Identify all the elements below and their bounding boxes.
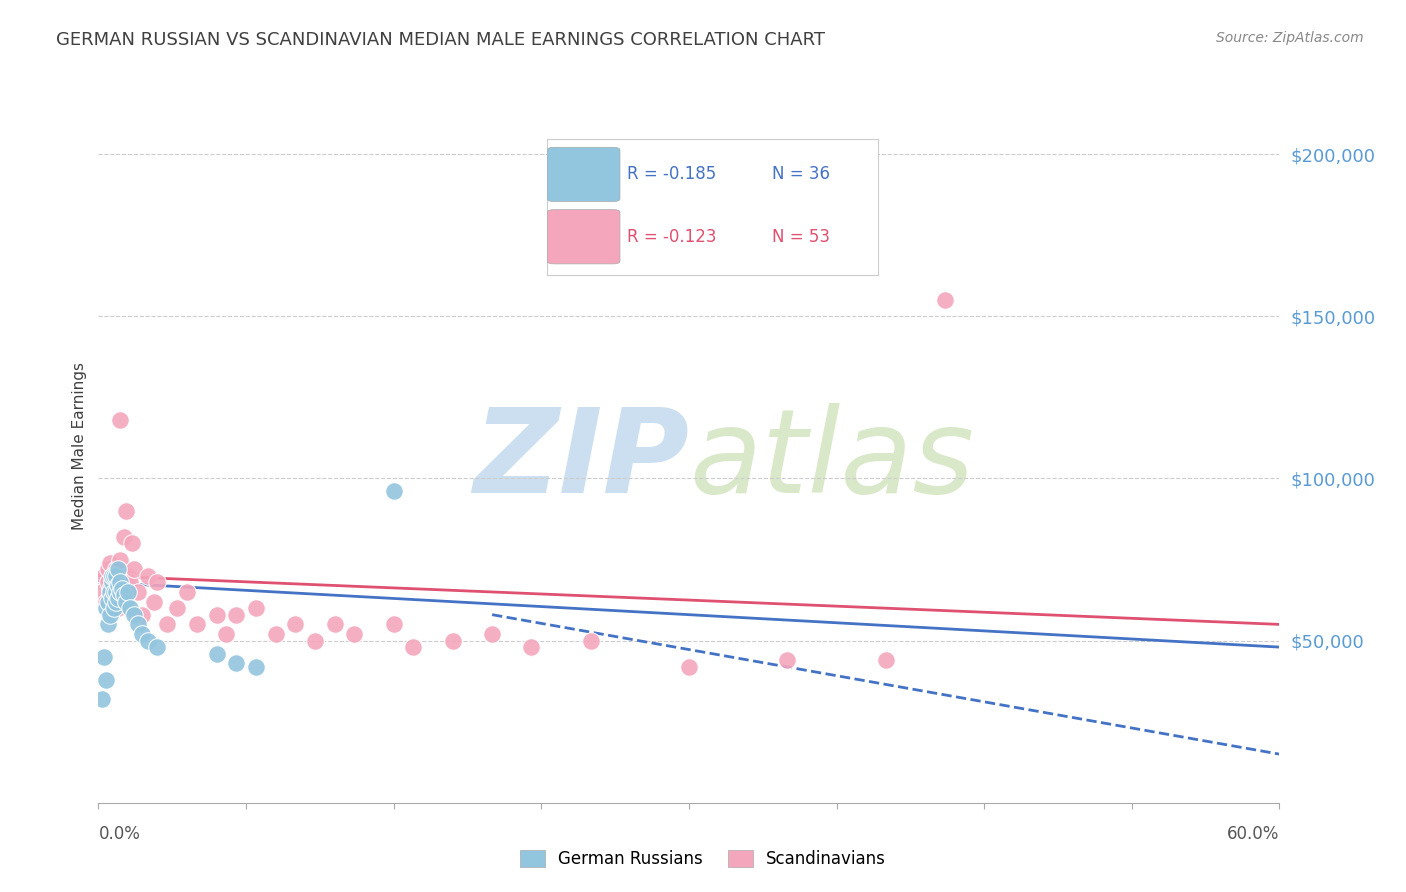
Point bbox=[122, 607, 145, 622]
Point bbox=[101, 575, 124, 590]
Point bbox=[101, 601, 124, 615]
Point bbox=[96, 673, 118, 687]
Point bbox=[97, 595, 120, 609]
Point bbox=[166, 601, 188, 615]
Point bbox=[105, 585, 128, 599]
Point bbox=[103, 568, 125, 582]
Point bbox=[103, 585, 125, 599]
Point bbox=[115, 504, 138, 518]
Point bbox=[107, 562, 129, 576]
Point bbox=[215, 627, 238, 641]
Point bbox=[108, 575, 131, 590]
Point bbox=[127, 617, 149, 632]
Point bbox=[107, 591, 129, 606]
Point bbox=[105, 595, 128, 609]
Point bbox=[103, 595, 125, 609]
Point bbox=[934, 293, 956, 307]
Point bbox=[98, 585, 121, 599]
Point bbox=[343, 627, 366, 641]
Legend: German Russians, Scandinavians: German Russians, Scandinavians bbox=[513, 843, 893, 875]
Point bbox=[875, 653, 897, 667]
Point bbox=[117, 585, 139, 599]
Point bbox=[121, 536, 143, 550]
Point bbox=[136, 633, 159, 648]
Point bbox=[101, 575, 124, 590]
Point bbox=[112, 588, 135, 602]
Point bbox=[111, 582, 134, 596]
Point bbox=[117, 585, 139, 599]
Point bbox=[156, 617, 179, 632]
Point bbox=[131, 607, 153, 622]
Point bbox=[186, 617, 208, 632]
Text: Source: ZipAtlas.com: Source: ZipAtlas.com bbox=[1216, 31, 1364, 45]
Point bbox=[382, 484, 405, 499]
Point bbox=[107, 601, 129, 615]
Text: 0.0%: 0.0% bbox=[98, 825, 141, 843]
Point bbox=[776, 653, 799, 667]
Point bbox=[115, 595, 138, 609]
Point bbox=[117, 568, 139, 582]
Point bbox=[264, 627, 287, 641]
Point bbox=[107, 578, 129, 592]
Point bbox=[245, 601, 267, 615]
Point bbox=[304, 633, 326, 648]
Text: GERMAN RUSSIAN VS SCANDINAVIAN MEDIAN MALE EARNINGS CORRELATION CHART: GERMAN RUSSIAN VS SCANDINAVIAN MEDIAN MA… bbox=[56, 31, 825, 49]
Point bbox=[93, 568, 115, 582]
Point bbox=[112, 530, 135, 544]
Point bbox=[142, 595, 165, 609]
Point bbox=[91, 585, 114, 599]
Point bbox=[103, 568, 125, 582]
Point bbox=[108, 585, 131, 599]
Point bbox=[146, 640, 169, 654]
Point bbox=[96, 595, 118, 609]
Point bbox=[98, 556, 121, 570]
Point bbox=[402, 640, 425, 654]
Point bbox=[122, 562, 145, 576]
Point bbox=[97, 562, 120, 576]
Point bbox=[111, 582, 134, 596]
Point bbox=[225, 607, 247, 622]
Point bbox=[97, 575, 120, 590]
Point bbox=[176, 585, 198, 599]
Point bbox=[205, 607, 228, 622]
Point bbox=[105, 568, 128, 582]
Point bbox=[105, 585, 128, 599]
Y-axis label: Median Male Earnings: Median Male Earnings bbox=[72, 362, 87, 530]
Point bbox=[91, 692, 114, 706]
Point bbox=[481, 627, 503, 641]
Point bbox=[96, 601, 118, 615]
Point bbox=[107, 575, 129, 590]
Point bbox=[101, 591, 124, 606]
Point bbox=[441, 633, 464, 648]
Point bbox=[284, 617, 307, 632]
Text: atlas: atlas bbox=[689, 403, 974, 517]
Text: ZIP: ZIP bbox=[472, 403, 689, 517]
Point bbox=[146, 575, 169, 590]
Point bbox=[131, 627, 153, 641]
Point bbox=[101, 568, 124, 582]
Point bbox=[136, 568, 159, 582]
Point bbox=[205, 647, 228, 661]
Point bbox=[108, 413, 131, 427]
Point bbox=[105, 562, 128, 576]
Point bbox=[579, 633, 602, 648]
Point bbox=[118, 601, 141, 615]
Point bbox=[678, 659, 700, 673]
Point bbox=[97, 617, 120, 632]
Point bbox=[98, 582, 121, 596]
Point bbox=[118, 575, 141, 590]
Point bbox=[98, 607, 121, 622]
Point bbox=[323, 617, 346, 632]
Point bbox=[108, 552, 131, 566]
Point bbox=[225, 657, 247, 671]
Point bbox=[93, 649, 115, 664]
Point bbox=[127, 585, 149, 599]
Text: 60.0%: 60.0% bbox=[1227, 825, 1279, 843]
Point bbox=[245, 659, 267, 673]
Point bbox=[103, 601, 125, 615]
Point bbox=[520, 640, 543, 654]
Point bbox=[382, 617, 405, 632]
